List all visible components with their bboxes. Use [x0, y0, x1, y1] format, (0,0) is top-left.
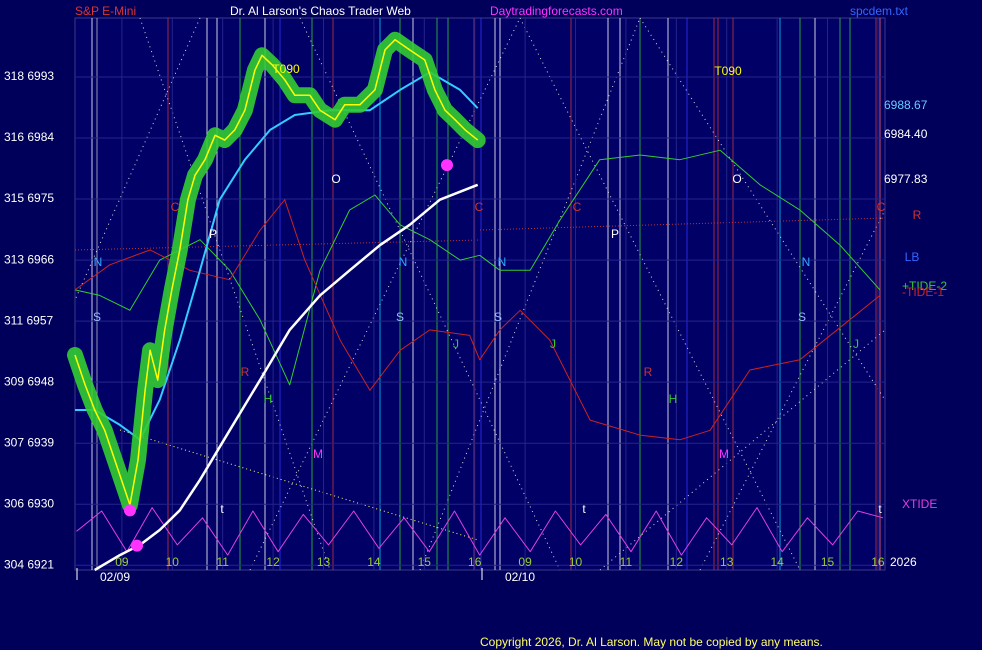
cycle-annotation: C: [877, 200, 886, 214]
cycle-annotation: N: [802, 255, 811, 269]
chart-title: S&P E-Mini: [75, 4, 136, 18]
date-label: 02/10: [505, 570, 535, 584]
cycle-annotation: M: [719, 447, 729, 461]
cycle-diagonal: [299, 17, 561, 571]
cycle-annotation: P: [611, 227, 619, 241]
cycle-annotation: O: [331, 172, 340, 186]
cycle-annotation: H: [264, 392, 273, 406]
x-tick-label: 10: [166, 555, 180, 569]
x-tick-label: 13: [720, 555, 734, 569]
right-label: 6977.83: [884, 172, 928, 186]
right-label: 2026: [890, 555, 917, 569]
x-tick-label: 12: [266, 555, 280, 569]
data: [67, 31, 884, 572]
chart-title: Daytradingforecasts.com: [490, 4, 623, 18]
x-tick-label: 13: [317, 555, 331, 569]
cycle-annotation: t: [878, 502, 882, 516]
copyright: Copyright 2026, Dr. Al Larson. May not b…: [480, 635, 823, 649]
y-tick-label: 309 6948: [4, 374, 54, 388]
y-tick-label: 307 6939: [4, 435, 54, 449]
cycle-annotation: C: [171, 200, 180, 214]
x-tick-label: 09: [115, 555, 129, 569]
x-tick-label: 16: [468, 555, 482, 569]
cycle-diagonal: [419, 17, 641, 571]
y-tick-label: 316 6984: [4, 130, 54, 144]
cycle-annotation: S: [798, 310, 806, 324]
x-tick-label: 15: [821, 555, 835, 569]
series-line: [94, 183, 479, 572]
labels: 304 6921 306 6930 307 6939 309 6948 311 6957…: [4, 4, 947, 649]
x-tick-label: 10: [569, 555, 583, 569]
legend-label: +TIDE-2: [902, 279, 947, 293]
highlight-dot: [440, 159, 453, 172]
right-label: 6988.67: [884, 98, 928, 112]
y-tick-label: 318 6993: [4, 69, 54, 83]
grid: [75, 18, 885, 580]
x-tick-label: 12: [670, 555, 684, 569]
cycle-annotation: t: [582, 502, 586, 516]
x-tick-label: 09: [518, 555, 532, 569]
series-line: [74, 149, 881, 386]
cycle-annotation: N: [399, 255, 408, 269]
x-tick-label: 11: [216, 555, 229, 569]
highlight-dot: [123, 504, 136, 517]
series-line: [74, 199, 881, 441]
highlight-dot: [130, 539, 143, 552]
trend-line: [119, 429, 479, 541]
cycle-annotation: P: [209, 227, 217, 241]
chart-title: spcdem.txt: [850, 4, 909, 18]
cycle-diagonal: [519, 17, 801, 571]
cycle-annotation: J: [853, 337, 859, 351]
cycle-annotation: S: [494, 310, 502, 324]
x-tick-label: 15: [418, 555, 432, 569]
cycle-annotation: M: [313, 447, 323, 461]
cycle-annotation: J: [453, 337, 459, 351]
y-tick-label: 313 6966: [4, 252, 54, 266]
cycle-annotation: S: [396, 310, 404, 324]
chart-title: Dr. Al Larson's Chaos Trader Web: [230, 4, 411, 18]
cycle-annotation: N: [94, 255, 103, 269]
cycle-diagonal: [599, 329, 886, 571]
cycle-annotation: C: [573, 200, 582, 214]
cycle-annotation: C: [475, 200, 484, 214]
x-tick-label: 16: [871, 555, 885, 569]
cycle-annotation: H: [669, 392, 678, 406]
cycle-annotation: N: [498, 255, 507, 269]
cycle-annotation: T090: [272, 62, 300, 76]
x-tick-label: 14: [770, 555, 784, 569]
cycle-annotation: O: [732, 172, 741, 186]
y-tick-label: 315 6975: [4, 191, 54, 205]
legend-label: -TIDE-1: [902, 285, 944, 299]
cycle-annotation: R: [644, 365, 653, 379]
y-tick-label: 304 6921: [4, 557, 54, 571]
cycle-annotation: t: [220, 502, 224, 516]
plot-area: [74, 17, 886, 571]
x-tick-label: 11: [620, 555, 633, 569]
date-label: 02/09: [100, 570, 130, 584]
cycle-annotation: J: [550, 337, 556, 351]
x-tick-label: 14: [367, 555, 381, 569]
cycle-annotation: S: [93, 310, 101, 324]
right-label: LB: [905, 250, 920, 264]
cycle-annotation: R: [241, 365, 250, 379]
right-label: R: [913, 208, 922, 222]
cycle-diagonal: [639, 17, 886, 401]
y-tick-label: 306 6930: [4, 496, 54, 510]
y-tick-label: 311 6957: [4, 313, 53, 327]
right-label: 6984.40: [884, 127, 928, 141]
cycle-annotation: T090: [714, 64, 742, 78]
legend-label: XTIDE: [902, 497, 937, 511]
series-line: [76, 507, 884, 556]
series-line: [74, 38, 479, 506]
